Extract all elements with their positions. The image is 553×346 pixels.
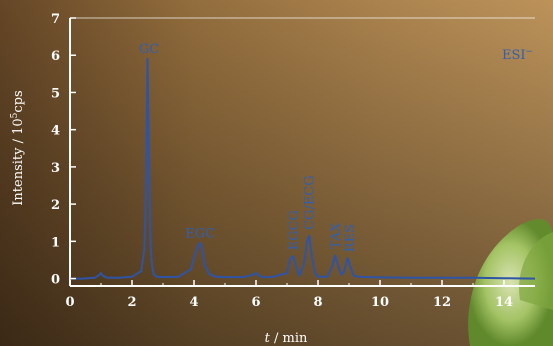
x-ticks: 0 2 4 6 8 10 12 14 xyxy=(65,280,513,310)
y-tick-label: 6 xyxy=(51,49,60,64)
peak-label: TAX xyxy=(329,222,344,249)
peak-label: CG/ECG xyxy=(303,175,318,230)
y-tick-label: 5 xyxy=(51,86,60,101)
x-tick-label: 4 xyxy=(189,295,198,310)
axes xyxy=(69,17,535,287)
y-tick-label: 2 xyxy=(51,198,60,213)
y-tick-label: 7 xyxy=(51,12,60,27)
peak-label: RES xyxy=(343,224,358,252)
y-tick-label: 1 xyxy=(51,235,60,250)
y-axis-label: Intensity / 105cps xyxy=(10,90,26,205)
y-tick-label: 4 xyxy=(51,124,60,139)
x-tick-label: 0 xyxy=(65,295,74,310)
peak-label: EGC xyxy=(185,226,215,241)
peak-label: EGCG xyxy=(287,210,302,250)
leaf-decoration xyxy=(468,219,553,346)
y-tick-label: 3 xyxy=(51,161,60,176)
x-tick-label: 12 xyxy=(433,295,451,310)
x-tick-label: 10 xyxy=(371,295,389,310)
x-axis-label: t / min xyxy=(265,331,308,346)
x-tick-label: 2 xyxy=(127,295,136,310)
peak-label: GC xyxy=(139,42,159,57)
x-tick-label: 14 xyxy=(495,295,513,310)
y-ticks: 0 1 2 3 4 5 6 7 xyxy=(51,12,76,288)
x-tick-label: 6 xyxy=(251,295,260,310)
x-tick-label: 8 xyxy=(313,295,322,310)
y-tick-label: 0 xyxy=(51,273,60,288)
chromatogram-trace xyxy=(70,57,536,280)
esi-mode-label: ESI− xyxy=(502,47,533,63)
